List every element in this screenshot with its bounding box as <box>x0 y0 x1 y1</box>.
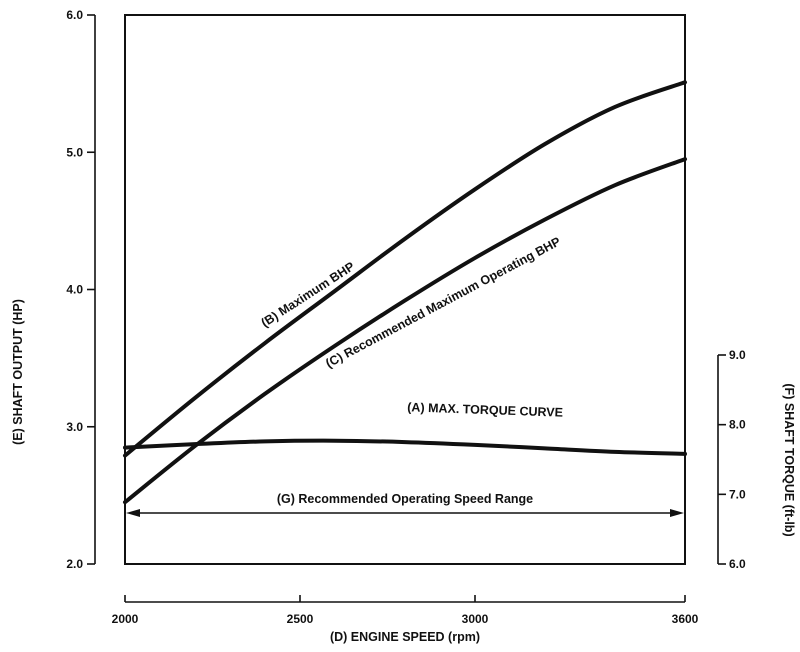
range-arrowhead-right <box>670 509 684 517</box>
y-axis-left-title: (E) SHAFT OUTPUT (HP) <box>11 299 25 445</box>
series-recommended-max-operating-bhp-line <box>123 157 687 505</box>
x-tick-label: 3000 <box>462 612 489 626</box>
y-left-tick-label: 6.0 <box>66 8 83 22</box>
y-axis-left-ticks: 2.0 3.0 4.0 5.0 6.0 <box>66 8 95 571</box>
x-tick-label: 3600 <box>672 612 699 626</box>
series-recommended-max-operating-bhp-label: (C) Recommended Maximum Operating BHP <box>323 234 563 370</box>
x-tick-label: 2000 <box>112 612 139 626</box>
plot-area <box>124 14 686 565</box>
y-left-tick-label: 5.0 <box>66 145 83 159</box>
series-max-torque-line <box>123 438 687 456</box>
series-max-torque-label: (A) MAX. TORQUE CURVE <box>407 400 563 419</box>
x-axis-title: (D) ENGINE SPEED (rpm) <box>330 630 480 644</box>
x-tick-label: 2500 <box>287 612 314 626</box>
y-left-tick-label: 4.0 <box>66 283 83 297</box>
series-maximum-bhp-line <box>123 80 687 458</box>
y-axis-right-title: (F) SHAFT TORQUE (ft-lb) <box>782 383 796 536</box>
y-right-tick-label: 6.0 <box>729 557 746 571</box>
y-right-tick-label: 8.0 <box>729 418 746 432</box>
operating-speed-range-label: (G) Recommended Operating Speed Range <box>277 492 533 506</box>
y-right-tick-label: 9.0 <box>729 348 746 362</box>
x-axis-ticks: 2000 2500 3000 3600 <box>112 595 699 626</box>
range-arrowhead-left <box>126 509 140 517</box>
series-maximum-bhp-label: (B) Maximum BHP <box>259 259 357 330</box>
y-right-tick-label: 7.0 <box>729 487 746 501</box>
y-axis-right-ticks: 6.0 7.0 8.0 9.0 <box>718 348 746 571</box>
y-left-tick-label: 2.0 <box>66 557 83 571</box>
y-left-tick-label: 3.0 <box>66 420 83 434</box>
